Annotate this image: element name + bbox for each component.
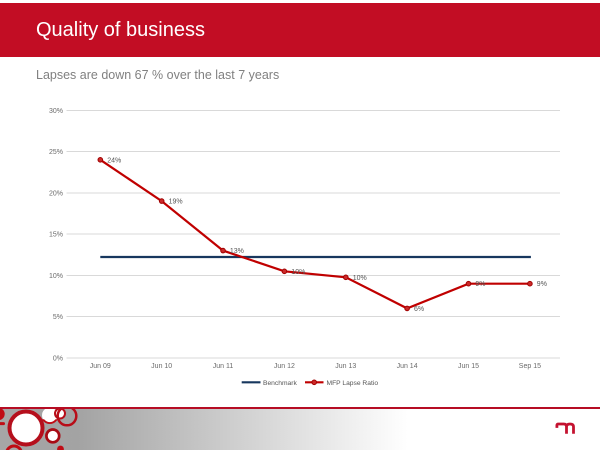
svg-text:Jun 10: Jun 10	[151, 363, 172, 370]
svg-text:9%: 9%	[475, 281, 485, 288]
svg-text:30%: 30%	[49, 108, 63, 115]
svg-text:Benchmark: Benchmark	[263, 380, 297, 387]
svg-text:MFP Lapse Ratio: MFP Lapse Ratio	[327, 380, 379, 387]
svg-text:10%: 10%	[353, 275, 367, 282]
svg-text:19%: 19%	[169, 199, 183, 206]
svg-text:0%: 0%	[53, 355, 63, 362]
svg-text:Jun 14: Jun 14	[397, 363, 418, 370]
svg-text:Jun 13: Jun 13	[335, 363, 356, 370]
svg-text:5%: 5%	[53, 314, 63, 321]
svg-text:Jun 09: Jun 09	[90, 363, 111, 370]
svg-text:9%: 9%	[537, 281, 547, 288]
svg-text:Jun 11: Jun 11	[213, 363, 234, 370]
svg-text:24%: 24%	[107, 157, 121, 164]
svg-text:10%: 10%	[291, 269, 305, 276]
svg-text:Jun 12: Jun 12	[274, 363, 295, 370]
svg-text:6%: 6%	[414, 306, 424, 313]
svg-text:13%: 13%	[230, 248, 244, 255]
svg-text:Jun 15: Jun 15	[458, 363, 479, 370]
svg-text:20%: 20%	[49, 190, 63, 197]
svg-text:10%: 10%	[49, 273, 63, 280]
svg-text:15%: 15%	[49, 232, 63, 239]
svg-text:Sep 15: Sep 15	[519, 363, 541, 370]
svg-text:25%: 25%	[49, 149, 63, 156]
